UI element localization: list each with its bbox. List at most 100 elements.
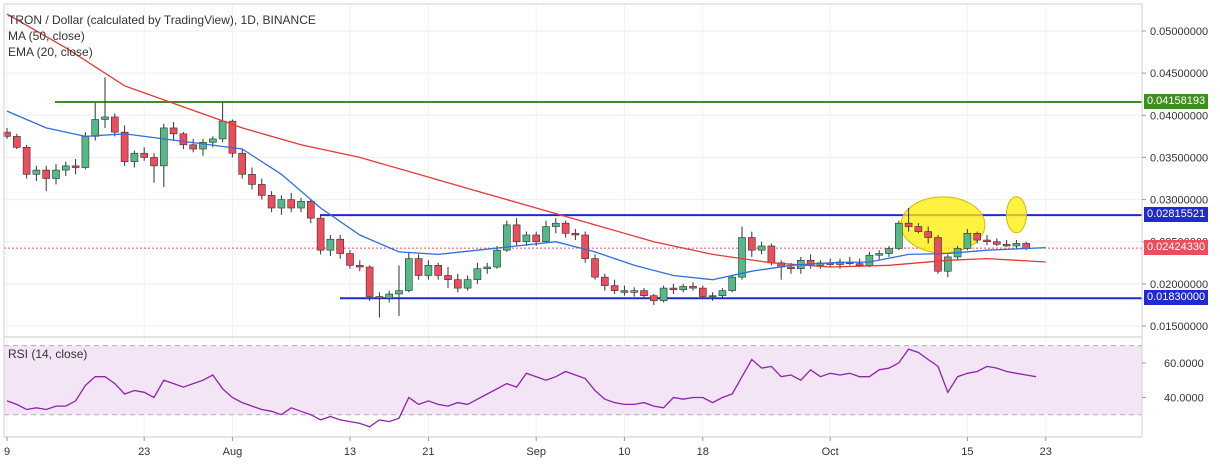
candle-body — [130, 152, 139, 162]
ma-line — [6, 13, 1046, 281]
candle-body — [287, 199, 296, 209]
candle-body — [669, 287, 678, 291]
candle-body — [983, 239, 991, 243]
price-tick-label: 0.01500000 — [1150, 321, 1208, 333]
candle-body — [111, 116, 119, 133]
candle-body — [473, 268, 482, 280]
candle-body — [140, 152, 148, 158]
rsi-band — [4, 345, 1142, 416]
candle-body — [865, 254, 874, 266]
time-tick-label: Aug — [223, 446, 243, 458]
candle-body — [395, 290, 403, 295]
candle-body — [228, 120, 237, 154]
candle-body — [767, 245, 776, 264]
price-tick-label: 0.03000000 — [1150, 195, 1208, 207]
candle-body — [757, 245, 766, 251]
candle-body — [904, 222, 913, 227]
candle-body — [3, 131, 11, 137]
ema-20-line — [6, 110, 1046, 281]
candle-body — [924, 231, 933, 238]
candle-body — [1012, 243, 1021, 247]
price-tick-label: 0.03500000 — [1150, 152, 1208, 164]
time-tick-label: 10 — [618, 446, 630, 458]
candle-body — [32, 169, 41, 175]
candle-body — [248, 173, 256, 185]
time-tick-label: Oct — [822, 446, 839, 458]
candle-body — [355, 265, 364, 268]
rsi-band-fill — [4, 345, 1142, 415]
rsi-legend: RSI (14, close) — [8, 347, 88, 361]
time-tick-label: 21 — [422, 446, 434, 458]
candle-body — [434, 265, 443, 276]
candle-body — [199, 141, 207, 150]
candle-body — [963, 233, 972, 249]
candle-body — [493, 249, 501, 268]
level-price-tag: 0.01830000 — [1144, 290, 1209, 306]
rsi-tick-label: 40.0000 — [1164, 392, 1204, 404]
candle-body — [120, 131, 129, 162]
time-tick-label: 9 — [4, 446, 10, 458]
candle-body — [561, 222, 570, 234]
candle-body — [640, 290, 648, 296]
candle-body — [257, 184, 266, 196]
candle-body — [22, 147, 31, 175]
highlight-ellipse-small — [1005, 196, 1027, 234]
candle-body — [169, 127, 178, 135]
candle-body — [718, 290, 727, 296]
level-price-tag: 0.04158193 — [1144, 93, 1209, 109]
last-price-tag: 0.02424330 — [1144, 240, 1209, 256]
candle-body — [61, 165, 70, 171]
candle-body — [532, 234, 541, 243]
candle-body — [649, 295, 658, 302]
candle-body — [747, 237, 756, 251]
candle-body — [306, 200, 315, 219]
candle-body — [973, 233, 982, 241]
candle-body — [600, 276, 609, 286]
candle-body — [375, 296, 384, 299]
candle-body — [101, 116, 109, 120]
candle-body — [787, 266, 795, 270]
time-tick-label: 15 — [961, 446, 973, 458]
candle-body — [150, 157, 158, 167]
candle-body — [453, 279, 462, 289]
candle-body — [297, 200, 305, 209]
candle-body — [91, 119, 99, 137]
candle-body — [267, 195, 276, 209]
candle-body — [81, 136, 90, 168]
candles — [3, 77, 1031, 318]
candle-body — [71, 165, 80, 168]
time-tick-label: Sep — [526, 446, 546, 458]
candle-body — [512, 224, 521, 243]
price-tick-label: 0.02000000 — [1150, 279, 1208, 291]
candle-body — [630, 290, 639, 293]
candle-body — [42, 169, 51, 179]
candle-body — [189, 144, 197, 150]
candle-body — [277, 199, 286, 209]
candle-body — [483, 266, 492, 270]
candle-body — [218, 120, 227, 140]
price-tick-label: 0.04000000 — [1150, 110, 1208, 122]
ma-50-line — [6, 13, 1046, 268]
candle-body — [522, 234, 531, 243]
candle-body — [336, 238, 345, 254]
candle-body — [620, 290, 629, 293]
candle-body — [659, 287, 668, 302]
candle-body — [385, 293, 394, 299]
candle-body — [414, 258, 423, 276]
candle-body — [885, 248, 893, 254]
ema-legend: EMA (20, close) — [8, 45, 93, 59]
candle-body — [424, 265, 433, 276]
candle-body — [698, 287, 707, 297]
candle-body — [894, 222, 903, 249]
candle-body — [502, 224, 511, 251]
candle-body — [160, 127, 168, 167]
chart-title: TRON / Dollar (calculated by TradingView… — [8, 13, 316, 27]
time-tick-label: 18 — [697, 446, 709, 458]
candle-body — [346, 253, 354, 266]
chart-legend: TRON / Dollar (calculated by TradingView… — [8, 12, 316, 60]
candle-body — [463, 279, 472, 289]
time-tick-label: 13 — [344, 446, 356, 458]
candle-body — [855, 263, 864, 266]
price-tick-label: 0.05000000 — [1150, 26, 1208, 38]
